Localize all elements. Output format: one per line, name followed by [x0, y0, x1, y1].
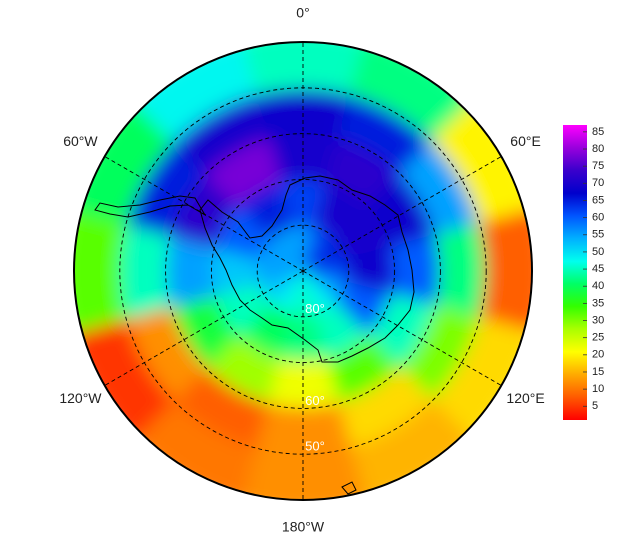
colorbar-label: 75 [592, 160, 604, 172]
colorbar-label: 65 [592, 194, 604, 206]
colorbar-label: 70 [592, 177, 604, 189]
lon-label: 180°W [282, 519, 325, 535]
colorbar [563, 125, 587, 420]
colorbar-label: 35 [592, 297, 604, 309]
cell [478, 206, 532, 336]
meridian [104, 270, 304, 386]
meridian [302, 270, 502, 386]
colorbar-label: 55 [592, 229, 604, 241]
colorbar-label: 30 [592, 314, 604, 326]
cell [74, 206, 128, 336]
cell [118, 222, 172, 320]
meridian [104, 156, 304, 272]
lat-label: 80° [305, 301, 325, 316]
lon-label: 60°E [510, 133, 541, 149]
colorbar-label: 40 [592, 280, 604, 292]
colorbar-label: 15 [592, 366, 604, 378]
map-border [73, 41, 533, 501]
antarctica [199, 175, 415, 363]
meridian [302, 156, 502, 272]
lon-label: 0° [296, 5, 309, 21]
colorbar-label: 50 [592, 246, 604, 258]
graticule [104, 42, 502, 500]
colorbar-label: 10 [592, 383, 604, 395]
cell [238, 446, 368, 500]
lat-label: 50° [305, 439, 325, 454]
colorbar-label: 5 [592, 400, 598, 412]
colorbar-label: 80 [592, 143, 604, 155]
cell [238, 42, 368, 96]
island [341, 481, 357, 495]
coastline [94, 175, 415, 495]
colorbar-label: 85 [592, 126, 604, 138]
colorbar-label: 45 [592, 263, 604, 275]
lat-circle [165, 133, 441, 409]
peninsula [94, 195, 207, 218]
cell [434, 222, 488, 320]
colorbar-label: 20 [592, 349, 604, 361]
labels: 0° 60°E 120°E 180°W 120°W 60°W 80° 60° 50° 5 10 15 2… [59, 5, 604, 535]
colorbar-label: 25 [592, 332, 604, 344]
lon-label: 120°E [506, 390, 544, 406]
lat-label: 60° [305, 393, 325, 408]
lon-label: 60°W [63, 133, 98, 149]
colorbar-label: 60 [592, 212, 604, 224]
lon-label: 120°W [59, 390, 102, 406]
